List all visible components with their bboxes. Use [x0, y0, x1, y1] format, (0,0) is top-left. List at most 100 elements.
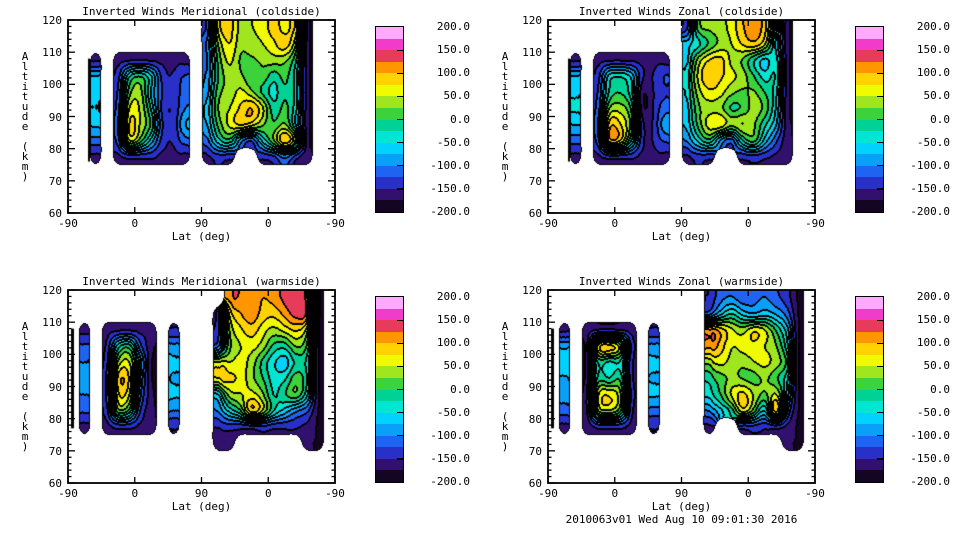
colorbar-tick-label: 150.0 [916, 43, 950, 57]
y-tick-label: 100 [42, 348, 62, 362]
colorbar-tick [397, 142, 403, 144]
colorbar-tick-label: 50.0 [443, 89, 471, 103]
colorbar-band [856, 366, 883, 378]
y-tick-label: 80 [48, 142, 62, 156]
colorbar-band [856, 354, 883, 367]
colorbar-band [856, 331, 883, 344]
y-tick-label: 100 [522, 348, 542, 362]
x-tick-label: 90 [674, 487, 689, 500]
colorbar-tick-label: -100.0 [910, 158, 950, 172]
y-tick-label: 100 [42, 78, 62, 92]
colorbar-tick-label: -50.0 [436, 405, 470, 419]
colorbar-band [856, 308, 883, 321]
colorbar-tick-label: 0.0 [450, 112, 470, 126]
x-tick-label: 0 [264, 217, 272, 230]
plot-timestamp: 2010063v01 Wed Aug 10 09:01:30 2016 [565, 513, 798, 526]
colorbar-tick [397, 435, 403, 437]
x-axis-label: Lat (deg) [171, 230, 232, 243]
colorbar-tick-label: 0.0 [930, 382, 950, 396]
x-axis-label: Lat (deg) [651, 500, 712, 513]
colorbar-tick [877, 342, 883, 344]
colorbar-band [376, 84, 403, 97]
colorbar-band [376, 96, 403, 108]
x-tick-label: 0 [744, 487, 752, 500]
x-tick-label: -90 [805, 217, 825, 230]
colorbar-tick-label: 100.0 [436, 336, 470, 350]
panel-title: Inverted Winds Zonal (coldside) [578, 5, 785, 18]
x-tick-label: 90 [194, 487, 209, 500]
colorbar-tick [397, 412, 403, 414]
colorbar-band [376, 458, 403, 471]
colorbar-band [856, 389, 883, 402]
colorbar-band [376, 377, 403, 390]
y-tick-label: 90 [48, 380, 62, 394]
colorbar-tick-label: 100.0 [436, 66, 470, 80]
colorbar-tick-label: 0.0 [450, 382, 470, 396]
y-tick-label: 70 [48, 444, 62, 458]
colorbar-tick-label: -150.0 [430, 451, 470, 465]
colorbar-band [376, 142, 403, 155]
colorbar-tick-label: -150.0 [910, 181, 950, 195]
colorbar-band [376, 119, 403, 132]
colorbar-tick [397, 95, 403, 98]
colorbar-tick [877, 165, 883, 167]
x-tick-label: -90 [325, 217, 345, 230]
colorbar-tick [397, 72, 403, 74]
colorbar-band [856, 61, 883, 74]
x-tick-label: 0 [131, 487, 139, 500]
colorbar-tick-label: 150.0 [436, 313, 470, 327]
x-axis-label: Lat (deg) [171, 500, 232, 513]
colorbar-band [376, 412, 403, 425]
colorbar-band [856, 435, 883, 448]
panel-title: Inverted Winds Meridional (warmside) [82, 275, 321, 288]
colorbar-tick-label: 50.0 [923, 359, 951, 373]
colorbar-band [856, 154, 883, 166]
y-tick-label: 70 [528, 444, 542, 458]
y-tick-label: 110 [42, 316, 62, 330]
colorbar-tick [877, 458, 883, 460]
colorbar-band [856, 424, 883, 436]
colorbar-tick-label: 100.0 [916, 66, 950, 80]
colorbar-tick-label: -50.0 [436, 135, 470, 149]
colorbar-band [856, 412, 883, 425]
colorbar-band [856, 96, 883, 108]
y-tick-label: 60 [528, 477, 542, 490]
y-tick-label: 70 [528, 174, 542, 188]
y-tick-label: 80 [528, 142, 542, 156]
colorbar-tick-label: 100.0 [916, 336, 950, 350]
colorbar-band [856, 470, 883, 482]
colorbar-band [376, 447, 403, 459]
colorbar-band [376, 154, 403, 166]
x-tick-label: -90 [325, 487, 345, 500]
colorbar-tick [397, 365, 403, 368]
y-tick-label: 60 [48, 207, 62, 220]
colorbar-tick [877, 142, 883, 144]
y-tick-label: 70 [48, 174, 62, 188]
contour-plot [548, 20, 815, 213]
colorbar-band [856, 343, 883, 355]
x-tick-label: 0 [131, 217, 139, 230]
colorbar-band [856, 38, 883, 51]
colorbar-band [376, 470, 403, 482]
colorbar-band [856, 447, 883, 459]
colorbar-tick [877, 365, 883, 368]
colorbar-band [376, 354, 403, 367]
colorbar-tick-label: -150.0 [430, 181, 470, 195]
colorbar-band [376, 165, 403, 178]
colorbar-tick [877, 49, 883, 51]
y-tick-label: 90 [528, 110, 542, 124]
colorbar-tick [397, 388, 403, 391]
x-axis-label: Lat (deg) [651, 230, 712, 243]
colorbar-tick [877, 319, 883, 321]
colorbar-tick [397, 458, 403, 460]
colorbar-band [376, 389, 403, 402]
colorbar-tick [397, 49, 403, 51]
colorbar [375, 296, 404, 483]
colorbar-tick-label: -100.0 [910, 428, 950, 442]
colorbar-tick [397, 319, 403, 321]
y-tick-label: 110 [522, 316, 542, 330]
colorbar-tick-label: 200.0 [436, 20, 470, 33]
colorbar-band [376, 200, 403, 212]
colorbar-band [856, 377, 883, 390]
y-tick-label: 80 [48, 412, 62, 426]
